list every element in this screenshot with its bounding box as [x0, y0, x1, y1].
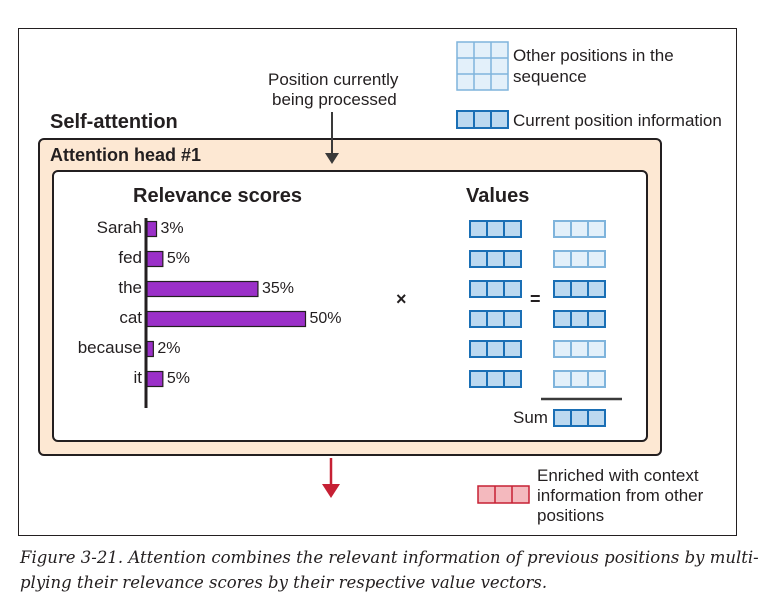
category-label: Sarah [96, 218, 142, 237]
current-position-icon [456, 110, 509, 129]
weighted-value-vector [553, 310, 606, 328]
down-arrow-processing [325, 112, 339, 164]
enriched-line3: positions [537, 506, 605, 525]
value-label: 3% [160, 220, 184, 237]
bar-cat [146, 310, 307, 328]
self-attention-label: Self-attention [50, 111, 178, 133]
equals-symbol: = [530, 289, 541, 309]
value-vectors [469, 220, 606, 427]
value-vector [469, 280, 522, 298]
enriched-line2: information from other [537, 486, 704, 505]
bar-sarah [146, 220, 158, 238]
value-label: 35% [261, 280, 294, 297]
value-vector [469, 220, 522, 238]
legend-current: Current position information [513, 111, 722, 130]
category-label: cat [119, 308, 142, 327]
value-vector [469, 370, 522, 388]
weighted-value-vector-faded [553, 370, 606, 388]
value-vector [469, 310, 522, 328]
other-positions-grid-icon [456, 41, 509, 91]
value-vector [469, 340, 522, 358]
sum-label: Sum [513, 408, 548, 427]
multiply-symbol: × [396, 289, 407, 309]
enriched-line1: Enriched with context [537, 466, 699, 485]
figure-caption: Figure 3-21. Attention combines the rele… [20, 548, 759, 592]
position-note-line2: being processed [272, 90, 397, 109]
category-label: it [133, 368, 143, 387]
bar-it [146, 370, 164, 388]
weighted-value-vector-faded [553, 250, 606, 268]
weighted-value-vector-faded [553, 220, 606, 238]
sum-vector [553, 409, 606, 427]
weighted-value-vector [553, 280, 606, 298]
bar-the [146, 280, 259, 298]
category-label: the [118, 278, 142, 297]
bar-fed [146, 250, 164, 268]
down-arrow-output [322, 458, 340, 498]
legend-other-line1: Other positions in the [513, 46, 674, 65]
attention-inner-box [52, 170, 648, 442]
attention-head-label: Attention head #1 [50, 145, 202, 165]
value-label: 5% [166, 250, 190, 267]
figure-frame [18, 28, 737, 536]
category-label: because [77, 338, 142, 357]
values-title: Values [466, 185, 530, 207]
enriched-legend-icon [477, 485, 530, 504]
value-label: 50% [309, 310, 342, 327]
value-label: 2% [157, 340, 181, 357]
value-label: 5% [166, 370, 190, 387]
weighted-value-vector-faded [553, 340, 606, 358]
legend-other-line2: sequence [513, 67, 587, 86]
bar-because [146, 340, 154, 358]
value-vector [469, 250, 522, 268]
category-label: fed [118, 248, 142, 267]
relevance-bars [146, 220, 307, 388]
position-note-line1: Position currently [268, 70, 399, 89]
relevance-scores-title: Relevance scores [133, 185, 303, 207]
